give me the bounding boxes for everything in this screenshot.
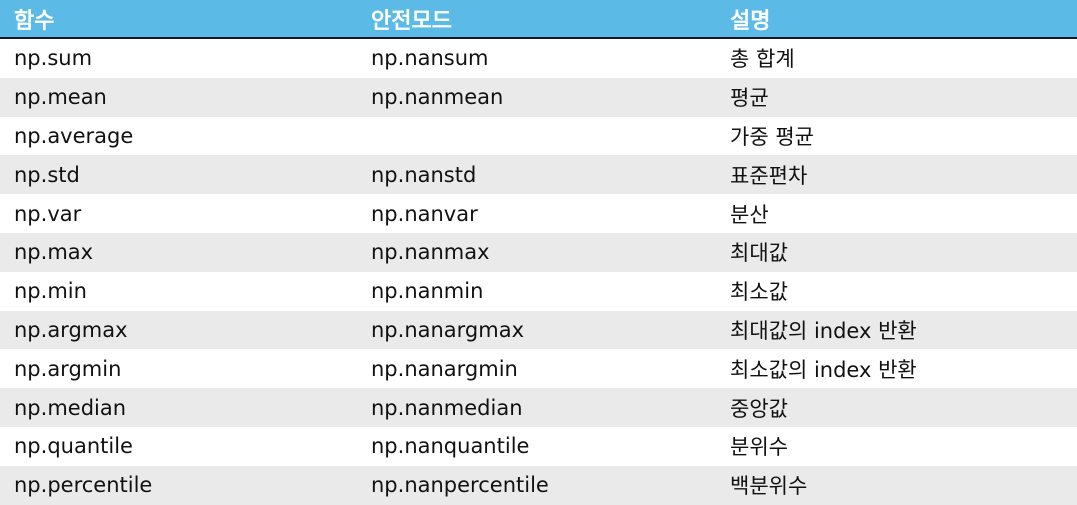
cell-function: np.argmin	[14, 356, 122, 381]
cell-function: np.mean	[14, 85, 107, 110]
cell-description: 분위수	[730, 435, 788, 460]
header-function: 함수	[14, 8, 55, 34]
cell-function: np.argmax	[14, 317, 128, 342]
table-row: np.sum np.nansum 총 합계	[0, 39, 1077, 78]
table-row: np.std np.nanstd 표준편차	[0, 155, 1077, 195]
cell-function: np.var	[14, 201, 82, 226]
cell-description: 최대값의 index 반환	[730, 318, 917, 343]
cell-function: np.quantile	[14, 434, 133, 459]
table-row: np.percentile np.nanpercentile 백분위수	[0, 465, 1077, 505]
cell-description: 백분위수	[730, 474, 808, 499]
cell-description: 평균	[730, 86, 769, 111]
table-row: np.min np.nanmin 최소값	[0, 271, 1077, 311]
cell-description: 최소값의 index 반환	[730, 357, 917, 382]
cell-safe-mode: np.nansum	[371, 46, 489, 71]
cell-safe-mode: np.nanquantile	[371, 434, 530, 459]
cell-function: np.max	[14, 240, 94, 265]
cell-safe-mode: np.nanpercentile	[371, 473, 549, 498]
table-row: np.var np.nanvar 분산	[0, 194, 1077, 233]
table-row: np.argmin np.nanargmin 최소값의 index 반환	[0, 349, 1077, 389]
header-description: 설명	[730, 8, 771, 34]
cell-description: 총 합계	[730, 47, 795, 72]
cell-function: np.average	[14, 123, 134, 148]
table-header-row: 함수 안전모드 설명	[0, 0, 1077, 39]
cell-function: np.std	[14, 162, 80, 187]
cell-safe-mode: np.nanstd	[371, 162, 477, 187]
cell-description: 중앙값	[730, 396, 788, 421]
cell-safe-mode: np.nanargmin	[371, 356, 518, 381]
cell-function: np.median	[14, 395, 127, 420]
table-row: np.argmax np.nanargmax 최대값의 index 반환	[0, 310, 1077, 350]
cell-description: 최대값	[730, 241, 788, 266]
cell-safe-mode: np.nanmin	[371, 279, 484, 304]
table-row: np.max np.nanmax 최대값	[0, 232, 1077, 272]
cell-description: 분산	[730, 202, 769, 227]
cell-description: 가중 평균	[730, 124, 814, 149]
cell-safe-mode: np.nanvar	[371, 201, 478, 226]
cell-safe-mode: np.nanmedian	[371, 395, 523, 420]
table-row: np.mean np.nanmean 평균	[0, 77, 1077, 117]
cell-description: 최소값	[730, 280, 788, 305]
cell-safe-mode: np.nanargmax	[371, 317, 525, 342]
cell-function: np.min	[14, 279, 87, 304]
cell-safe-mode: np.nanmean	[371, 85, 504, 110]
table-row: np.average 가중 평균	[0, 116, 1077, 156]
table-row: np.median np.nanmedian 중앙값	[0, 388, 1077, 427]
cell-description: 표준편차	[730, 163, 808, 188]
cell-function: np.sum	[14, 46, 93, 71]
cell-function: np.percentile	[14, 473, 153, 498]
table-row: np.quantile np.nanquantile 분위수	[0, 426, 1077, 466]
cell-safe-mode: np.nanmax	[371, 240, 490, 265]
header-safe-mode: 안전모드	[371, 8, 452, 34]
